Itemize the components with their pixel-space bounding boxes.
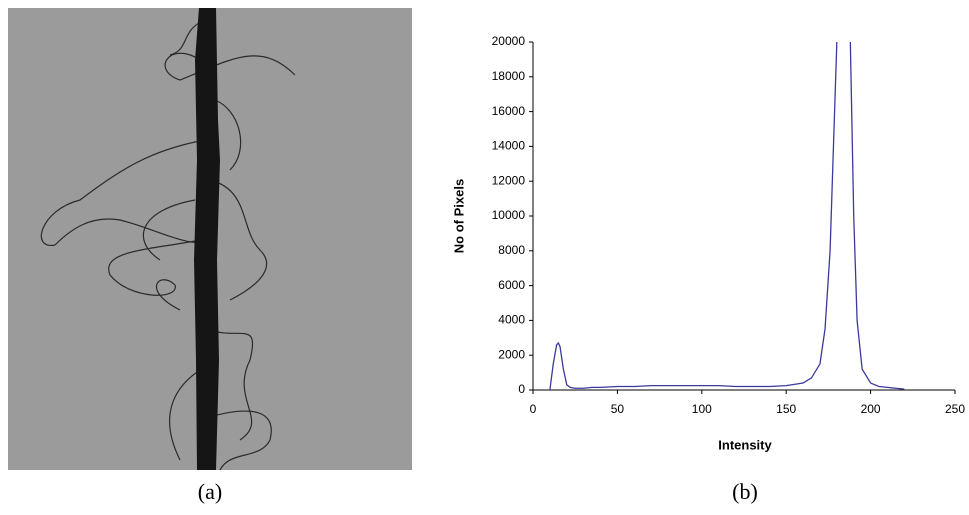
caption: (a) xyxy=(198,479,222,504)
data-line xyxy=(549,42,905,390)
y-tick-label: 18000 xyxy=(492,69,526,83)
y-tick-label: 8000 xyxy=(498,243,525,257)
y-tick-label: 12000 xyxy=(492,173,526,187)
y-tick-label: 4000 xyxy=(498,313,525,327)
x-tick-label: 150 xyxy=(776,402,796,416)
x-tick-label: 100 xyxy=(692,402,712,416)
y-axis-title: No of Pixels xyxy=(451,179,466,253)
y-tick-label: 0 xyxy=(518,382,525,396)
y-tick-label: 10000 xyxy=(492,208,526,222)
x-axis-title: Intensity xyxy=(718,437,772,452)
y-tick-label: 20000 xyxy=(492,34,526,48)
x-tick-label: 50 xyxy=(611,402,625,416)
y-tick-label: 16000 xyxy=(492,104,526,118)
y-tick-label: 2000 xyxy=(498,347,525,361)
y-tick-label: 14000 xyxy=(492,139,526,153)
x-tick-label: 200 xyxy=(861,402,881,416)
x-tick-label: 0 xyxy=(530,402,537,416)
x-tick-label: 250 xyxy=(945,402,965,416)
yarn-photo xyxy=(8,8,412,471)
caption: (b) xyxy=(732,479,758,504)
y-tick-label: 6000 xyxy=(498,278,525,292)
